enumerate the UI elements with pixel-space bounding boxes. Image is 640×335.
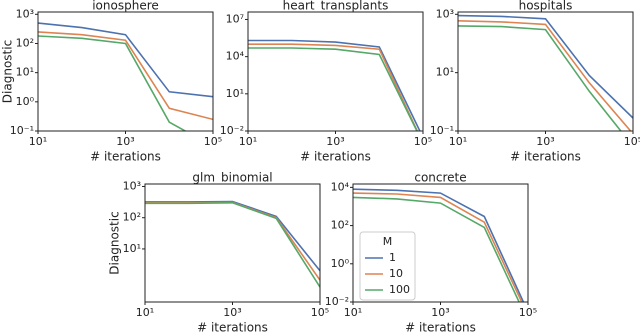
y-tick-label: 10¹ — [16, 66, 34, 79]
series-line — [353, 188, 525, 302]
series-line — [248, 39, 421, 131]
y-tick-label: 10¹ — [123, 242, 141, 255]
x-tick-label: 10¹ — [449, 135, 467, 148]
x-axis-label: # iterations — [90, 150, 161, 164]
x-axis-label: # iterations — [405, 321, 476, 335]
x-tick-label: 10⁵ — [624, 135, 640, 148]
y-tick-label: 10⁰ — [331, 257, 350, 270]
legend-label: 10 — [389, 267, 403, 280]
x-tick-label: 10³ — [431, 306, 449, 319]
axes-frame — [247, 11, 424, 132]
x-tick-label: 10¹ — [344, 306, 362, 319]
panel: ionosphere 10¹ 10³ 10⁵ 10⁻¹ 10⁰ 10¹ 10² 10³ # ite… — [1, 0, 223, 164]
legend-label: 1 — [389, 251, 396, 264]
y-tick-label: 10² — [16, 36, 34, 49]
y-tick-label: 10⁷ — [226, 12, 244, 25]
lines — [248, 39, 421, 131]
panel-title: concrete — [414, 171, 466, 185]
series-line — [248, 47, 418, 131]
legend-label: 100 — [389, 283, 410, 296]
y-tick-label: 10² — [123, 211, 141, 224]
x-tick-label: 10³ — [223, 306, 241, 319]
x-tick-label: 10⁵ — [519, 306, 537, 319]
series-line — [145, 201, 320, 288]
x-tick-label: 10⁵ — [311, 306, 329, 319]
x-tick-label: 10³ — [116, 135, 134, 148]
series-line — [38, 35, 187, 131]
panel-title: heart_transplants — [283, 0, 389, 13]
x-tick-label: 10³ — [326, 135, 344, 148]
lines — [38, 22, 213, 131]
legend-title: M — [383, 235, 393, 248]
panel-title: hospitals — [519, 0, 573, 13]
y-tick-label: 10⁻¹ — [10, 124, 34, 137]
x-tick-label: 10¹ — [136, 306, 154, 319]
y-tick-label: 10² — [331, 219, 349, 232]
series-line — [145, 200, 320, 272]
axes-frame — [457, 11, 634, 132]
legend-box — [359, 231, 416, 301]
lines — [353, 188, 525, 302]
axes-frame — [144, 183, 321, 303]
series-line — [38, 31, 213, 121]
y-tick-label: 10³ — [436, 7, 454, 20]
x-tick-label: 10⁵ — [204, 135, 222, 148]
x-tick-label: 10¹ — [239, 135, 257, 148]
series-line — [248, 43, 419, 131]
y-tick-label: 10⁻² — [325, 295, 349, 308]
lines — [458, 14, 633, 131]
series-line — [145, 201, 320, 281]
y-tick-label: 10³ — [16, 7, 34, 20]
series-line — [353, 192, 523, 302]
x-tick-label: 10³ — [536, 135, 554, 148]
y-tick-label: 10⁻² — [220, 124, 244, 137]
y-tick-label: 10⁻¹ — [430, 124, 454, 137]
axes-frame — [352, 183, 529, 303]
x-axis-label: # iterations — [510, 150, 581, 164]
y-tick-label: 10⁴ — [226, 50, 245, 63]
y-tick-label: 10⁰ — [16, 95, 35, 108]
x-axis-label: # iterations — [197, 321, 268, 335]
y-tick-label: 10³ — [123, 179, 141, 192]
series-line — [458, 25, 622, 131]
y-tick-label: 10⁴ — [331, 180, 350, 193]
x-tick-label: 10¹ — [29, 135, 47, 148]
lines — [145, 200, 320, 288]
panel: glm_binomial 10¹ 10³ 10⁵ 10¹ 10² 10³ # iteratio… — [108, 171, 330, 335]
series-line — [458, 14, 633, 119]
x-axis-label: # iterations — [300, 150, 371, 164]
legend: M 1 10 100 — [359, 231, 416, 301]
y-axis-label: Diagnostic — [108, 211, 122, 274]
series-line — [458, 20, 632, 131]
panel-title: glm_binomial — [192, 171, 272, 185]
series-line — [38, 22, 213, 98]
x-tick-label: 10⁵ — [414, 135, 432, 148]
panel-title: ionosphere — [92, 0, 159, 13]
y-tick-label: 10¹ — [436, 66, 454, 79]
axes-frame — [37, 11, 214, 132]
y-axis-label: Diagnostic — [1, 40, 15, 103]
panel: concrete 10¹ 10³ 10⁵ 10⁻² 10⁰ 10² 10⁴ # iteratio… — [325, 171, 537, 335]
series-line — [353, 196, 520, 302]
y-tick-label: 10¹ — [226, 87, 244, 100]
